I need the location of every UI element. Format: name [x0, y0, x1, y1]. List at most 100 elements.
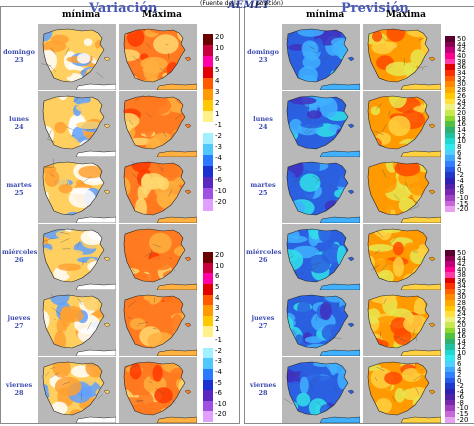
variation-legend-bottom-swatch — [203, 262, 213, 274]
header-note: (Fuente de la — [200, 0, 240, 7]
forecast-legend-bottom-swatch — [445, 266, 455, 273]
forecast-legend-bottom-swatch — [445, 410, 455, 417]
forecast-legend-bottom-label: 18 — [457, 326, 466, 335]
forecast-legend-top-label: 34 — [457, 69, 466, 78]
variation-legend-top-label: 6 — [215, 55, 220, 63]
forecast-legend-bottom-label: 26 — [457, 304, 466, 313]
forecast-legend-top-swatch — [445, 92, 455, 99]
forecast-legend-top-swatch — [445, 160, 455, 168]
variation-max-map-3 — [119, 224, 197, 290]
day-name: martes — [6, 181, 32, 189]
variation-legend-bottom-label: -2 — [215, 346, 222, 355]
variation-legend-top-swatch — [203, 177, 213, 189]
variation-legend-top-swatch — [203, 89, 213, 101]
variation-legend-bottom-label: 20 — [215, 251, 224, 259]
forecast-legend-top: 50 44 42 40 38 36 34 32 30 28 26 24 22 20 18 16 14 12 10 8 6… — [445, 35, 474, 213]
forecast-legend-top-label: 8 — [457, 142, 462, 151]
variation-min-col-title: mínima — [62, 10, 101, 20]
variation-max-map-4 — [119, 290, 197, 356]
variation-max-col-title: Máxima — [142, 10, 182, 20]
forecast-max-map-4 — [363, 290, 441, 356]
forecast-legend-bottom: 50 44 42 40 38 36 34 32 30 28 26 24 22 20 18 16 14 12 10 8 6… — [445, 249, 474, 424]
day-name: domingo — [247, 48, 279, 56]
forecast-min-map-5 — [282, 357, 360, 423]
day-name: viernes — [5, 381, 33, 389]
variation-legend-top-label: -20 — [215, 198, 227, 206]
forecast-legend-top-swatch — [445, 206, 455, 213]
forecast-legend-bottom-label: 44 — [457, 254, 466, 263]
forecast-legend-bottom-swatch — [445, 294, 455, 301]
variation-legend-bottom-label: -6 — [215, 389, 222, 398]
forecast-legend-top-swatch — [445, 126, 455, 133]
forecast-legend-top-label: 4 — [457, 154, 462, 163]
forecast-legend-bottom-label: -8 — [457, 398, 464, 407]
forecast-legend-bottom-label: 2 — [457, 371, 462, 380]
forecast-legend-bottom-label: 42 — [457, 260, 466, 269]
variation-title: Variación — [89, 1, 158, 16]
variation-legend-top-swatch — [203, 56, 213, 68]
variation-legend-bottom-swatch — [203, 294, 213, 306]
forecast-legend-bottom-swatch — [445, 355, 455, 362]
variation-legend-top-swatch — [203, 122, 213, 134]
day-number: 27 — [258, 322, 268, 330]
variation-legend-bottom-swatch — [203, 400, 213, 412]
day-number: 25 — [258, 189, 268, 197]
day-number: 24 — [258, 123, 268, 131]
forecast-day-label: miércoles 26 — [246, 248, 281, 264]
forecast-legend-bottom-label: 4 — [457, 365, 462, 374]
variation-min-map-2 — [38, 157, 116, 223]
forecast-legend-bottom-label: 8 — [457, 354, 462, 363]
forecast-legend-bottom-swatch — [445, 388, 455, 395]
variation-legend-top-swatch — [203, 100, 213, 112]
forecast-legend-bottom-swatch — [445, 250, 455, 256]
variation-legend-bottom-swatch — [203, 358, 213, 370]
forecast-legend-top-label: 30 — [457, 80, 466, 89]
variation-min-map-5 — [38, 357, 116, 423]
forecast-legend-top-swatch — [445, 75, 455, 82]
forecast-legend-top-label: 32 — [457, 74, 466, 83]
variation-legend-top-label: 5 — [215, 66, 220, 74]
variation-legend-bottom-label: 4 — [215, 293, 220, 302]
forecast-max-col-title: Máxima — [386, 10, 426, 20]
variation-legend-top-swatch — [203, 133, 213, 145]
variation-legend-bottom-swatch — [203, 379, 213, 391]
variation-min-map-4 — [38, 290, 116, 356]
forecast-legend-bottom-swatch — [445, 316, 455, 323]
day-number: 28 — [258, 389, 268, 397]
forecast-legend-top-swatch — [445, 195, 455, 202]
forecast-legend-top-swatch — [445, 58, 455, 65]
forecast-legend-bottom-label: -10 — [457, 404, 469, 413]
forecast-legend-bottom-label: 38 — [457, 271, 466, 280]
forecast-legend-top-label: 22 — [457, 103, 466, 112]
forecast-legend-bottom-label: 0 — [457, 376, 462, 385]
forecast-legend-bottom-swatch — [445, 255, 455, 262]
forecast-day-label: viernes 28 — [246, 381, 280, 397]
forecast-legend-bottom-label: 34 — [457, 282, 466, 291]
variation-legend-top-swatch — [203, 34, 213, 46]
variation-legend-top-swatch — [203, 67, 213, 79]
variation-legend-top: 20 10 6 5 4 3 2 1 -1 -2 -3 -4 -5 -6 -10 -20 — [203, 33, 233, 211]
forecast-legend-top-label: 6 — [457, 148, 462, 157]
day-number: 28 — [14, 389, 24, 397]
day-name: lunes — [9, 115, 29, 123]
forecast-legend-bottom-label: 20 — [457, 321, 466, 330]
forecast-max-map-5 — [363, 357, 441, 423]
day-number: 27 — [14, 322, 24, 330]
forecast-legend-bottom-swatch — [445, 299, 455, 306]
variation-legend-top-swatch — [203, 78, 213, 90]
day-number: 23 — [258, 56, 268, 64]
forecast-max-map-1 — [363, 91, 441, 157]
variation-legend-bottom-swatch — [203, 368, 213, 380]
forecast-legend-bottom-label: -20 — [457, 415, 469, 424]
forecast-legend-bottom-swatch — [445, 416, 455, 423]
variation-max-map-0 — [119, 24, 197, 90]
variation-legend-top-label: -4 — [215, 154, 222, 162]
forecast-max-map-3 — [363, 224, 441, 290]
forecast-min-map-3 — [282, 224, 360, 290]
forecast-legend-bottom-label: 10 — [457, 348, 466, 357]
variation-legend-top-label: -3 — [215, 143, 222, 151]
variation-legend-bottom-swatch — [203, 315, 213, 327]
forecast-min-map-2 — [282, 157, 360, 223]
day-number: 24 — [14, 123, 24, 131]
variation-day-label: martes 25 — [2, 181, 36, 197]
